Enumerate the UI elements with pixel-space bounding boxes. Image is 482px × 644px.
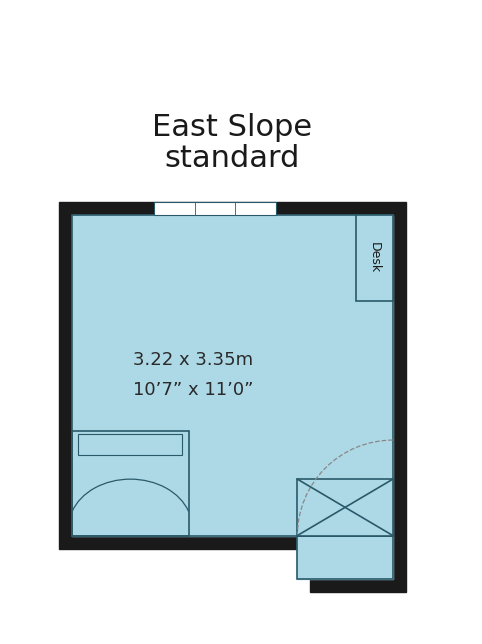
Bar bbox=[78, 433, 182, 455]
Text: standard: standard bbox=[165, 144, 300, 173]
Polygon shape bbox=[297, 536, 393, 579]
Polygon shape bbox=[72, 214, 393, 536]
Text: Desk: Desk bbox=[368, 242, 381, 274]
Bar bbox=[154, 202, 276, 214]
Text: 10’7” x 11’0”: 10’7” x 11’0” bbox=[133, 381, 254, 399]
Text: 3.22 x 3.35m: 3.22 x 3.35m bbox=[133, 351, 254, 369]
Bar bbox=[356, 214, 393, 301]
Text: East Slope: East Slope bbox=[152, 113, 312, 142]
Bar bbox=[72, 431, 189, 536]
Polygon shape bbox=[59, 202, 406, 592]
Bar bbox=[297, 479, 393, 536]
